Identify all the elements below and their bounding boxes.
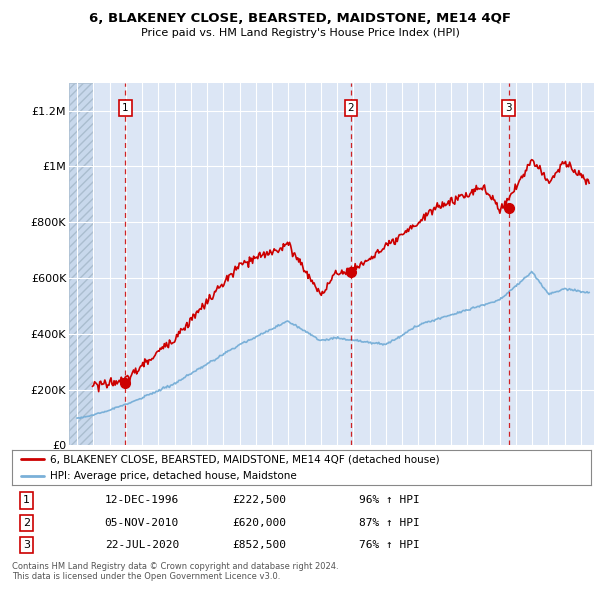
Text: 05-NOV-2010: 05-NOV-2010 [104,518,179,527]
Text: Price paid vs. HM Land Registry's House Price Index (HPI): Price paid vs. HM Land Registry's House … [140,28,460,38]
Bar [69,83,92,445]
Text: £852,500: £852,500 [232,540,286,550]
Text: 76% ↑ HPI: 76% ↑ HPI [359,540,420,550]
Text: 2: 2 [23,518,30,527]
Text: 2: 2 [347,103,355,113]
Bar [69,83,92,445]
Text: HPI: Average price, detached house, Maidstone: HPI: Average price, detached house, Maid… [50,471,296,481]
Text: £620,000: £620,000 [232,518,286,527]
Text: 12-DEC-1996: 12-DEC-1996 [104,496,179,506]
Text: 1: 1 [23,496,30,506]
Text: 3: 3 [23,540,30,550]
Text: 87% ↑ HPI: 87% ↑ HPI [359,518,420,527]
Text: 22-JUL-2020: 22-JUL-2020 [104,540,179,550]
Text: 96% ↑ HPI: 96% ↑ HPI [359,496,420,506]
Text: 3: 3 [506,103,512,113]
Text: 6, BLAKENEY CLOSE, BEARSTED, MAIDSTONE, ME14 4QF (detached house): 6, BLAKENEY CLOSE, BEARSTED, MAIDSTONE, … [50,454,439,464]
Text: 1: 1 [122,103,128,113]
Text: Contains HM Land Registry data © Crown copyright and database right 2024.
This d: Contains HM Land Registry data © Crown c… [12,562,338,581]
Text: £222,500: £222,500 [232,496,286,506]
Text: 6, BLAKENEY CLOSE, BEARSTED, MAIDSTONE, ME14 4QF: 6, BLAKENEY CLOSE, BEARSTED, MAIDSTONE, … [89,12,511,25]
